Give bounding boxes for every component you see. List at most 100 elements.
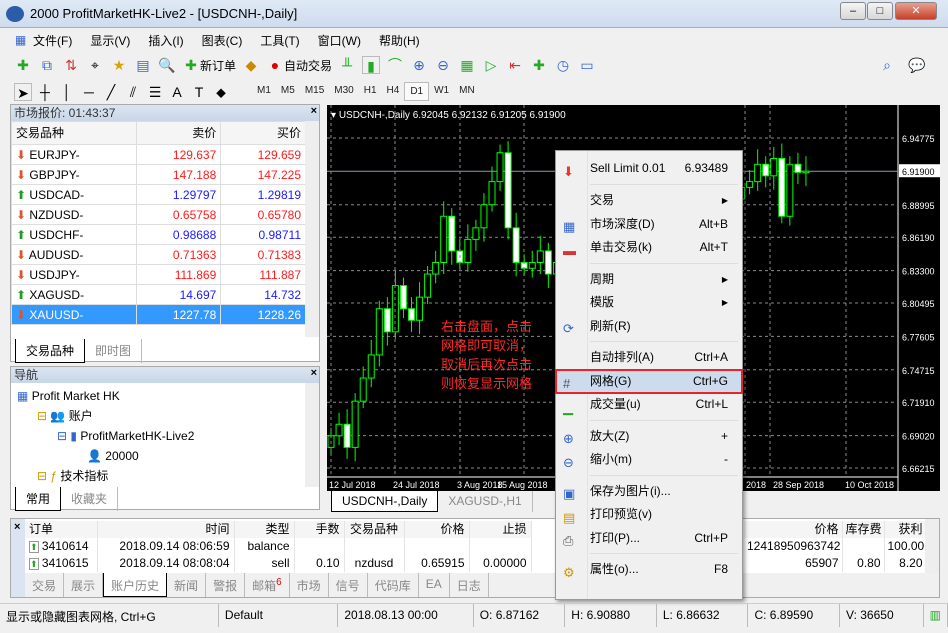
column-ask[interactable]: 买价 xyxy=(220,121,306,145)
timeframe-m1[interactable]: M1 xyxy=(257,85,271,96)
tab-terminal-2[interactable]: 账户历史 xyxy=(103,573,168,597)
candlestick-icon[interactable]: ▮ xyxy=(362,55,381,74)
timeframe-d1[interactable]: D1 xyxy=(404,82,430,101)
column-header[interactable]: 时间 xyxy=(97,521,235,538)
menu-item[interactable]: 自动排列(A) Ctrl+A xyxy=(590,350,728,364)
symbol-row[interactable]: ⬆ USDCHF- 0.98688 0.98711 xyxy=(11,224,306,245)
tab-terminal-5[interactable]: 邮箱6 xyxy=(245,573,290,597)
menu-item[interactable]: ⬇ Sell Limit 0.01 6.93489 xyxy=(556,155,742,181)
column-header[interactable]: 订单 xyxy=(25,521,98,538)
column-header[interactable]: 交易品种 xyxy=(344,521,405,538)
symbol-row[interactable]: ⬇ XAUUSD- 1227.78 1228.26 xyxy=(11,304,306,325)
table-row[interactable]: ⬆ 3410614 2018.09.14 08:06:59 balance xyxy=(25,538,532,555)
column-header[interactable]: 库存费 xyxy=(842,521,885,538)
menu-item[interactable]: # 网格(G) Ctrl+G xyxy=(555,368,743,394)
menu-item[interactable]: ▁ 成交量(u) Ctrl+L xyxy=(556,393,742,417)
column-symbol[interactable]: 交易品种 xyxy=(11,121,137,145)
tab-favorites[interactable]: 收藏夹 xyxy=(61,487,119,511)
symbol-row[interactable]: ⬇ GBPJPY- 147.188 147.225 xyxy=(11,164,306,185)
maximize-button[interactable]: □ xyxy=(867,2,893,20)
timeframe-m15[interactable]: M15 xyxy=(304,85,325,96)
metaeditor-icon[interactable]: ◆ xyxy=(245,56,257,73)
auto-trading-button[interactable]: ● 自动交易 xyxy=(266,56,332,74)
column-header[interactable]: 价格 xyxy=(744,521,843,538)
terminal-scrollbar[interactable] xyxy=(925,519,939,573)
timeframe-mn[interactable]: MN xyxy=(459,85,475,96)
equidistant-channel-icon[interactable]: ⫽ xyxy=(129,83,137,100)
vertical-line-icon[interactable]: │ xyxy=(62,83,72,100)
tab-xagusd-h1[interactable]: XAGUSD-,H1 xyxy=(438,491,533,512)
table-row[interactable]: ⬆ 3410615 2018.09.14 08:08:04 sell 0.10 nzdu… xyxy=(25,555,532,572)
navigator-icon[interactable]: ★ xyxy=(112,56,126,73)
symbol-row[interactable]: ⬇ EURJPY- 129.637 129.659 xyxy=(11,144,306,165)
table-row[interactable]: 12418950963742 100.00 xyxy=(744,538,927,555)
tab-usdcnh-daily[interactable]: USDCNH-,Daily xyxy=(331,491,439,512)
menu-item[interactable]: ⎙ 打印(P)... Ctrl+P xyxy=(556,527,742,551)
close-panel-button[interactable]: × xyxy=(310,105,317,117)
menu-item[interactable]: ▣ 保存为图片(i)... xyxy=(556,480,742,504)
timeframe-h1[interactable]: H1 xyxy=(363,85,377,96)
tab-terminal-9[interactable]: EA xyxy=(419,573,450,597)
tab-common[interactable]: 常用 xyxy=(15,487,62,511)
market-watch-scrollbar[interactable] xyxy=(305,121,319,337)
cursor-icon[interactable]: ➤ xyxy=(14,82,32,101)
tree-indicators[interactable]: ⊟ ƒ 技术指标 xyxy=(37,469,109,483)
column-bid[interactable]: 卖价 xyxy=(135,121,222,145)
terminal-icon[interactable]: ▤ xyxy=(136,56,150,73)
zoom-in-icon[interactable]: ⊕ xyxy=(413,56,425,73)
menu-window[interactable]: 窗口(W) xyxy=(317,33,361,48)
tab-terminal-7[interactable]: 信号 xyxy=(329,573,368,597)
column-header[interactable]: 止损 xyxy=(469,521,532,538)
text-label-icon[interactable]: T xyxy=(194,83,204,100)
close-button[interactable]: ✕ xyxy=(895,2,937,20)
tab-terminal-3[interactable]: 新闻 xyxy=(167,573,207,597)
new-chart-icon[interactable]: ✚ xyxy=(17,56,29,73)
chat-icon[interactable]: 💬 xyxy=(908,56,926,73)
crosshair-icon[interactable]: ⌖ xyxy=(91,56,99,73)
tab-terminal-8[interactable]: 代码库 xyxy=(368,573,419,597)
menu-help[interactable]: 帮助(H) xyxy=(378,33,420,48)
column-header[interactable]: 价格 xyxy=(404,521,470,538)
trendline-icon[interactable]: ╱ xyxy=(106,83,116,100)
tab-terminal-0[interactable]: 交易 xyxy=(25,573,65,597)
menu-charts[interactable]: 图表(C) xyxy=(201,33,243,48)
menu-item[interactable]: ⊖ 缩小(m) - xyxy=(556,448,742,472)
menu-item[interactable]: 周期 ▶ xyxy=(556,268,742,292)
connection-status-icon[interactable]: ▥ xyxy=(924,604,948,627)
arrows-icon[interactable]: ⬥ xyxy=(216,83,226,100)
close-panel-button[interactable]: × xyxy=(310,367,317,379)
tree-account[interactable]: 👤 20000 xyxy=(87,449,139,463)
strategy-tester-icon[interactable]: 🔍 xyxy=(158,56,176,73)
tree-root[interactable]: ▦ Profit Market HK xyxy=(17,389,120,403)
menu-tools[interactable]: 工具(T) xyxy=(260,33,300,48)
tab-terminal-10[interactable]: 日志 xyxy=(450,573,489,597)
menu-file[interactable]: 文件(F) xyxy=(33,33,73,48)
horizontal-line-icon[interactable]: ─ xyxy=(84,83,94,100)
symbol-row[interactable]: ⬆ XAGUSD- 14.697 14.732 xyxy=(11,284,306,305)
menu-item[interactable]: ⚙ 属性(o)... F8 xyxy=(556,558,742,582)
menu-item[interactable]: 交易 ▶ xyxy=(556,189,742,213)
tree-server[interactable]: ⊟ ▮ ProfitMarketHK-Live2 xyxy=(57,429,195,443)
templates-icon[interactable]: ▭ xyxy=(580,56,594,73)
timeframe-h4[interactable]: H4 xyxy=(386,85,400,96)
menu-item[interactable]: ▦ 市场深度(D) Alt+B xyxy=(556,213,742,237)
text-icon[interactable]: A xyxy=(172,83,182,100)
timeframe-m5[interactable]: M5 xyxy=(280,85,295,96)
tab-tick-chart[interactable]: 即时图 xyxy=(85,339,143,363)
symbol-row[interactable]: ⬆ USDCAD- 1.29797 1.29819 xyxy=(11,184,306,205)
timeframe-m30[interactable]: M30 xyxy=(334,85,354,96)
symbol-row[interactable]: ⬇ AUDUSD- 0.71363 0.71383 xyxy=(11,244,306,265)
menu-insert[interactable]: 插入(I) xyxy=(148,33,184,48)
symbol-row[interactable]: ⬇ NZDUSD- 0.65758 0.65780 xyxy=(11,204,306,225)
zoom-out-icon[interactable]: ⊖ xyxy=(437,56,449,73)
menu-item[interactable]: ▬ 单击交易(k) Alt+T xyxy=(556,236,742,260)
tab-symbols[interactable]: 交易品种 xyxy=(15,339,86,363)
indicators-icon[interactable]: ✚ xyxy=(533,56,545,73)
menu-item[interactable]: ▤ 打印预览(v) xyxy=(556,503,742,527)
menu-item[interactable]: ⊕ 放大(Z) + xyxy=(556,425,742,449)
tree-accounts[interactable]: ⊟ 👥 账户 xyxy=(37,409,93,423)
market-watch-icon[interactable]: ⇅ xyxy=(65,56,77,73)
symbol-row[interactable]: ⬇ USDJPY- 111.869 111.887 xyxy=(11,264,306,285)
menu-view[interactable]: 显示(V) xyxy=(90,33,131,48)
periods-icon[interactable]: ◷ xyxy=(556,56,570,73)
